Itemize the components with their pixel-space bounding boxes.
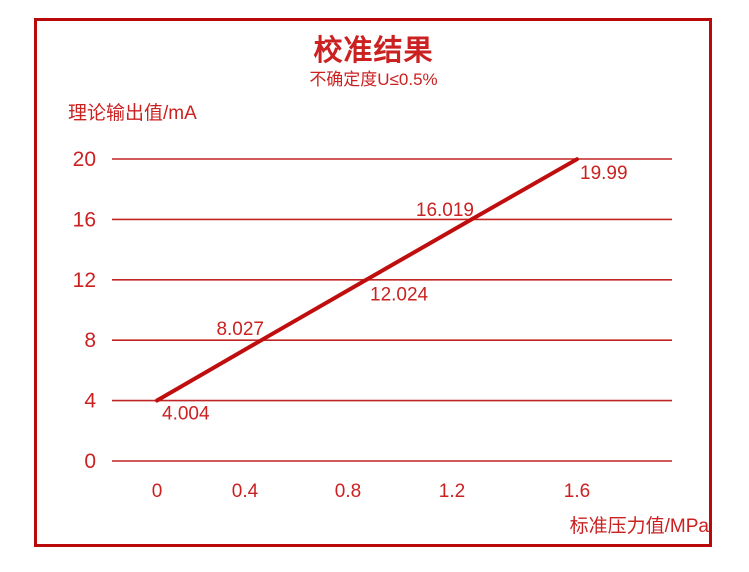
card-border	[34, 18, 712, 547]
point-label: 12.024	[370, 284, 429, 305]
y-tick-label: 4	[84, 390, 96, 413]
y-tick-label: 8	[84, 329, 96, 352]
x-tick-label: 0.4	[232, 481, 259, 502]
y-tick-label: 12	[73, 269, 96, 292]
x-axis-label: 标准压力值/MPa	[569, 516, 709, 537]
point-label: 4.004	[162, 404, 210, 425]
point-label: 16.019	[416, 200, 474, 221]
y-tick-label: 20	[73, 148, 96, 171]
chart-subtitle: 不确定度U≤0.5%	[309, 70, 438, 89]
chart-title: 校准结果	[313, 35, 434, 67]
x-tick-label: 1.6	[564, 481, 590, 502]
x-tick-label: 0	[152, 481, 163, 502]
x-tick-label: 1.2	[439, 481, 465, 502]
x-tick-label: 0.8	[335, 481, 361, 502]
trend-line	[155, 157, 579, 403]
y-tick-label: 0	[84, 450, 96, 473]
point-label: 19.99	[580, 163, 628, 184]
y-axis-label: 理论输出值/mA	[68, 103, 197, 124]
point-label: 8.027	[216, 319, 264, 340]
y-tick-label: 16	[73, 208, 96, 231]
